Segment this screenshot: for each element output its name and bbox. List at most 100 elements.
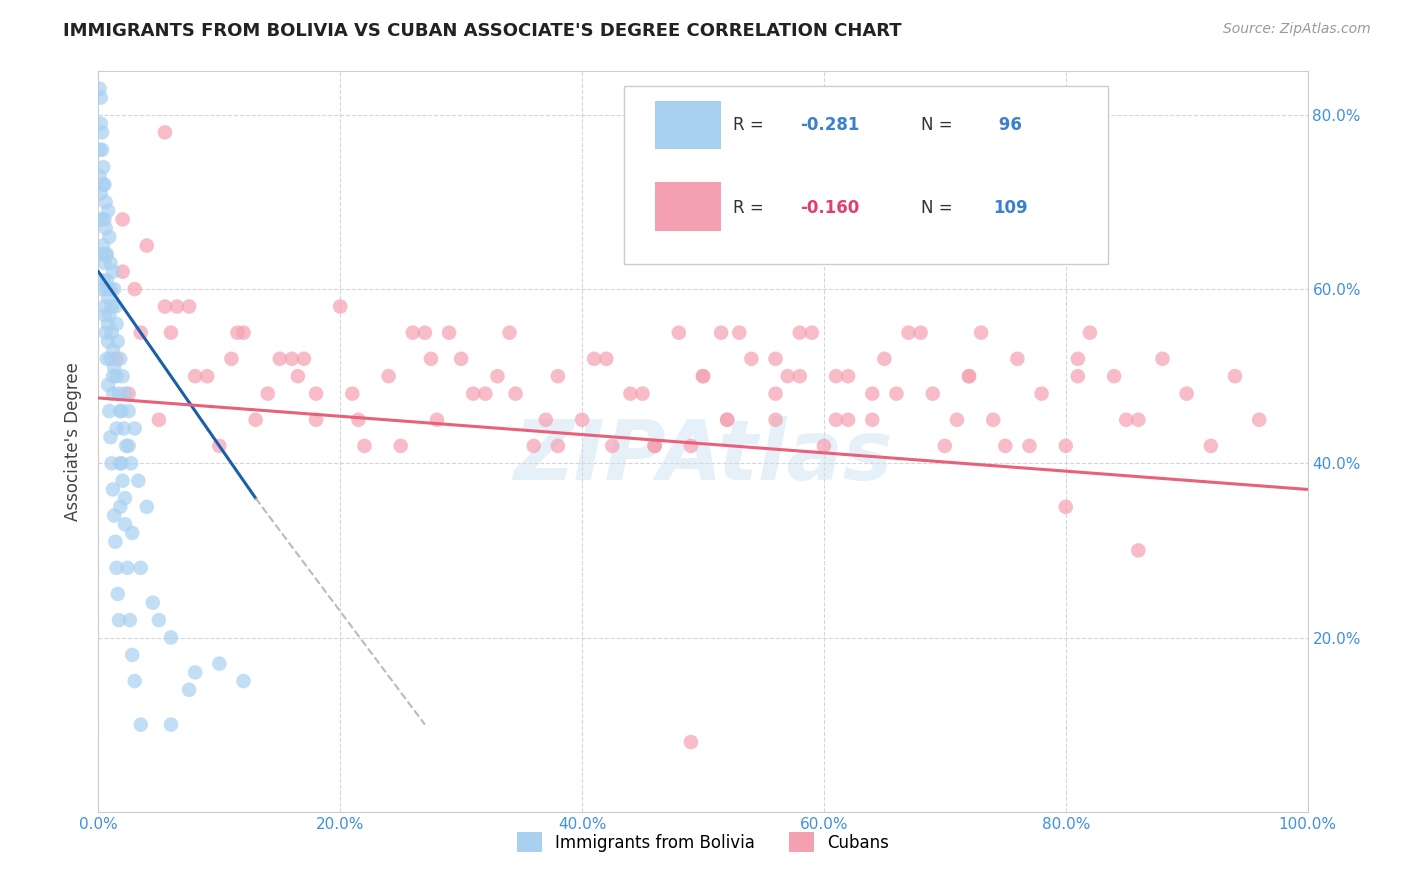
Point xyxy=(103,508,125,523)
Point xyxy=(571,413,593,427)
Point xyxy=(120,456,142,470)
Point xyxy=(413,326,436,340)
Point xyxy=(1018,439,1040,453)
Point xyxy=(91,178,114,192)
Point xyxy=(100,256,122,270)
Point xyxy=(127,474,149,488)
Point xyxy=(89,169,111,183)
Legend: Immigrants from Bolivia, Cubans: Immigrants from Bolivia, Cubans xyxy=(510,825,896,859)
Point xyxy=(91,247,114,261)
Point xyxy=(96,273,118,287)
Point xyxy=(101,386,124,401)
Point xyxy=(825,369,848,384)
Point xyxy=(101,265,124,279)
Point xyxy=(776,369,799,384)
Text: R =: R = xyxy=(734,116,769,134)
Text: Source: ZipAtlas.com: Source: ZipAtlas.com xyxy=(1223,22,1371,37)
Point xyxy=(232,326,254,340)
Point xyxy=(117,561,139,575)
Point xyxy=(1067,369,1090,384)
Point xyxy=(105,317,128,331)
Point xyxy=(129,326,152,340)
Point xyxy=(118,439,141,453)
Point xyxy=(97,334,120,349)
Point xyxy=(112,421,135,435)
Point xyxy=(305,386,328,401)
Point xyxy=(420,351,443,366)
Point xyxy=(93,212,115,227)
Point xyxy=(837,413,859,427)
Point xyxy=(921,386,943,401)
Point xyxy=(221,351,243,366)
FancyBboxPatch shape xyxy=(655,183,721,230)
Point xyxy=(100,430,122,444)
Point xyxy=(505,386,527,401)
Point xyxy=(208,439,231,453)
Point xyxy=(121,648,143,662)
Point xyxy=(97,291,120,305)
Text: R =: R = xyxy=(734,199,769,218)
Point xyxy=(957,369,980,384)
Point xyxy=(94,326,117,340)
Point xyxy=(94,247,117,261)
Point xyxy=(104,300,127,314)
Text: N =: N = xyxy=(921,116,957,134)
Point xyxy=(105,369,128,384)
Point xyxy=(547,369,569,384)
Point xyxy=(101,483,124,497)
Point xyxy=(305,413,328,427)
Point xyxy=(547,439,569,453)
Point xyxy=(100,456,122,470)
Point xyxy=(114,517,136,532)
Point xyxy=(1152,351,1174,366)
Point xyxy=(105,351,128,366)
Point xyxy=(93,256,115,270)
Point xyxy=(142,596,165,610)
Point xyxy=(114,491,136,505)
Point xyxy=(148,413,170,427)
Point xyxy=(90,117,112,131)
Point xyxy=(105,421,128,435)
Point xyxy=(108,404,131,418)
Point xyxy=(101,369,124,384)
Point xyxy=(897,326,920,340)
Point xyxy=(97,203,120,218)
Point xyxy=(245,413,267,427)
Point xyxy=(98,230,121,244)
Point xyxy=(107,334,129,349)
Point xyxy=(389,439,412,453)
Point xyxy=(100,326,122,340)
Point xyxy=(716,413,738,427)
Point xyxy=(994,439,1017,453)
Point xyxy=(100,351,122,366)
Point xyxy=(90,90,112,104)
Point xyxy=(121,526,143,541)
Point xyxy=(1223,369,1246,384)
Point xyxy=(789,369,811,384)
Point xyxy=(118,386,141,401)
Point xyxy=(160,326,183,340)
Text: 96: 96 xyxy=(993,116,1022,134)
Point xyxy=(765,386,787,401)
Point xyxy=(463,386,485,401)
Point xyxy=(426,413,449,427)
Point xyxy=(692,369,714,384)
Point xyxy=(90,186,112,201)
Point xyxy=(97,378,120,392)
Point xyxy=(353,439,375,453)
Point xyxy=(115,439,138,453)
Text: 109: 109 xyxy=(993,199,1028,218)
Point xyxy=(232,674,254,689)
Point xyxy=(1175,386,1198,401)
Point xyxy=(129,561,152,575)
Point xyxy=(402,326,425,340)
Point xyxy=(957,369,980,384)
Point xyxy=(1031,386,1053,401)
Point xyxy=(91,282,114,296)
Point xyxy=(166,300,188,314)
Point xyxy=(644,439,666,453)
Point xyxy=(153,300,176,314)
Point xyxy=(107,587,129,601)
Point xyxy=(474,386,496,401)
Point xyxy=(450,351,472,366)
